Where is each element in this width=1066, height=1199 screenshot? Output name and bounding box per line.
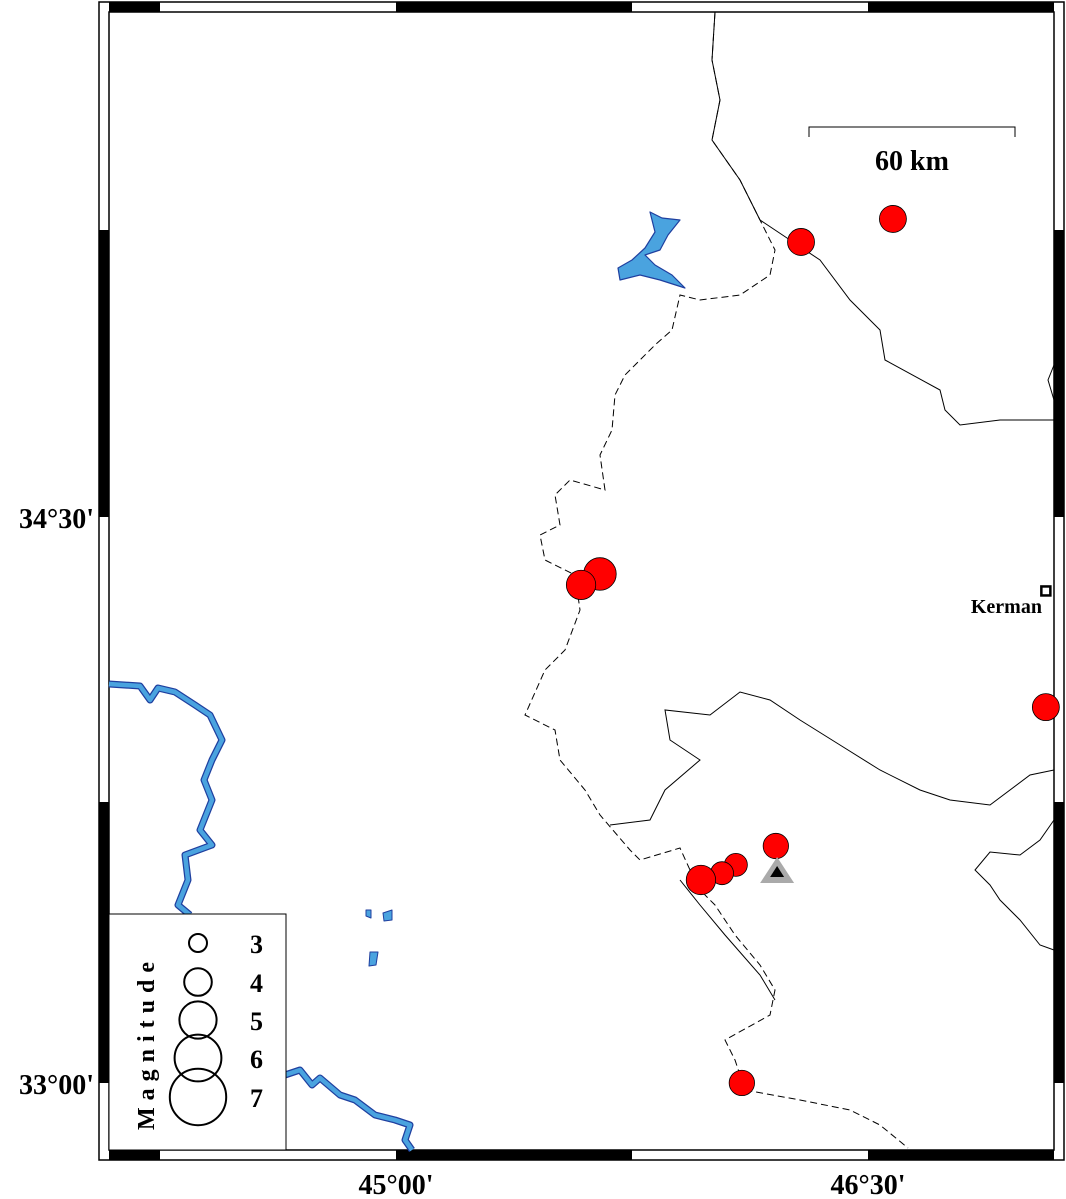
scale-bar: 60 km [808,126,1016,177]
legend-circle-icon [173,1033,223,1083]
province-border [679,879,776,1001]
province-border [974,819,1055,951]
legend-circle-icon [183,967,213,997]
lat-tick-label: 33°00' [19,1070,94,1101]
legend-circle-icon [188,933,208,953]
river [108,680,226,918]
legend-circle-icon [168,1067,228,1127]
lake [617,211,686,289]
legend: Magnitude 3 4 5 6 7 [108,913,287,1151]
earthquake-event [787,228,815,256]
legend-label: 7 [250,1084,263,1113]
city-label: Kerman [971,596,1042,618]
lake-small [365,909,393,967]
legend-label: 4 [250,969,263,998]
earthquake-events [565,205,1060,1097]
river-inner [108,681,225,917]
earthquake-event [1031,693,1060,722]
station [760,857,795,884]
legend-circle-icon [178,1000,218,1040]
lon-tick-label: 45°00' [359,1170,434,1199]
earthquake-event [728,1069,755,1097]
city-marker-icon [1040,585,1052,597]
frame-ticks [99,2,1064,1160]
legend-label: 5 [250,1007,263,1036]
lon-tick-label: 46°30' [831,1170,906,1199]
station-triangle-icon [770,866,785,878]
legend-label: 3 [250,930,263,959]
legend-title: Magnitude [134,955,160,1130]
province-border [1047,364,1055,401]
province-border [609,691,1055,826]
legend-label: 6 [250,1045,263,1074]
lat-tick-label: 34°30' [19,504,94,535]
city: Kerman [971,585,1052,618]
earthquake-event [685,864,717,896]
river-south-inner [284,1067,414,1152]
earthquake-event [762,832,789,860]
river-south [283,1066,415,1153]
earthquake-event [565,569,597,601]
scale-bar-label: 60 km [875,146,949,177]
earthquake-event [879,205,907,233]
rivers-lakes [108,211,686,1153]
province-border [711,11,1054,426]
